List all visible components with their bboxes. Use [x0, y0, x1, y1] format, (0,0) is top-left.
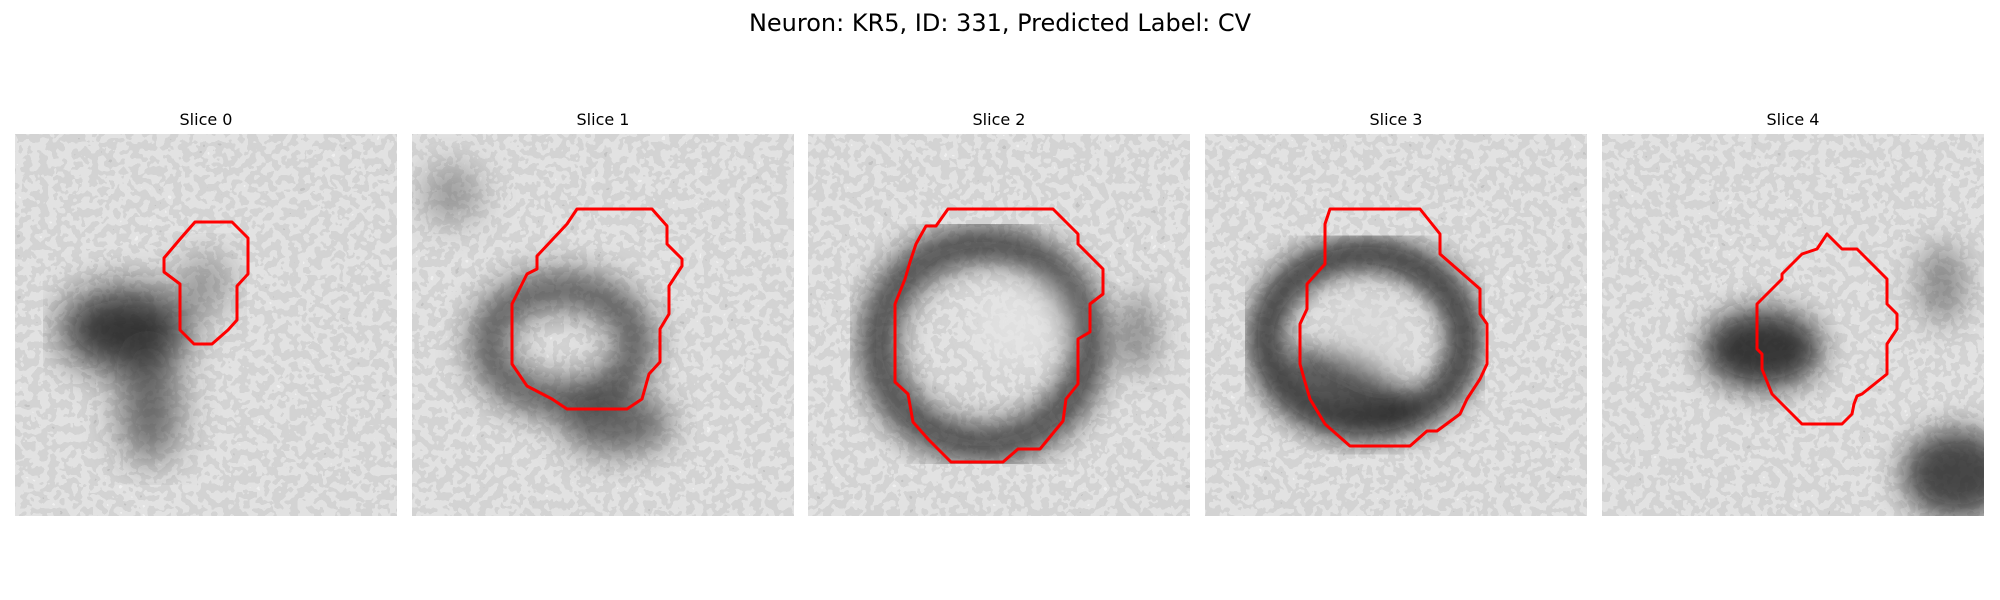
- prediction-outline: [162, 220, 250, 346]
- slice-image-1: [412, 134, 794, 516]
- prediction-outline: [893, 207, 1105, 464]
- slice-title-1: Slice 1: [576, 110, 630, 129]
- figure-title: Neuron: KR5, ID: 331, Predicted Label: C…: [748, 9, 1252, 37]
- slice-panel-4: Slice 4: [1602, 108, 1984, 528]
- dark-structure: [1248, 237, 1482, 441]
- dark-structure: [60, 254, 230, 464]
- slice-title-0: Slice 0: [179, 110, 233, 129]
- slice-title-2: Slice 2: [972, 110, 1026, 129]
- dark-structure: [1702, 244, 1984, 516]
- slice-image-0: [15, 134, 397, 516]
- slice-panel-1: Slice 1: [412, 108, 794, 528]
- slice-panel-0: Slice 0: [15, 108, 397, 528]
- slice-panel-2: Slice 2: [808, 108, 1190, 528]
- dark-structure: [422, 164, 672, 454]
- slice-panel-3: Slice 3: [1205, 108, 1587, 528]
- slice-title-3: Slice 3: [1369, 110, 1423, 129]
- slice-title-4: Slice 4: [1766, 110, 1820, 129]
- prediction-outline: [510, 207, 684, 411]
- prediction-outline: [1755, 232, 1899, 426]
- prediction-outline: [1298, 207, 1489, 448]
- dark-structure: [859, 225, 1158, 463]
- slice-image-3: [1205, 134, 1587, 516]
- slice-image-2: [808, 134, 1190, 516]
- slice-image-4: [1602, 134, 1984, 516]
